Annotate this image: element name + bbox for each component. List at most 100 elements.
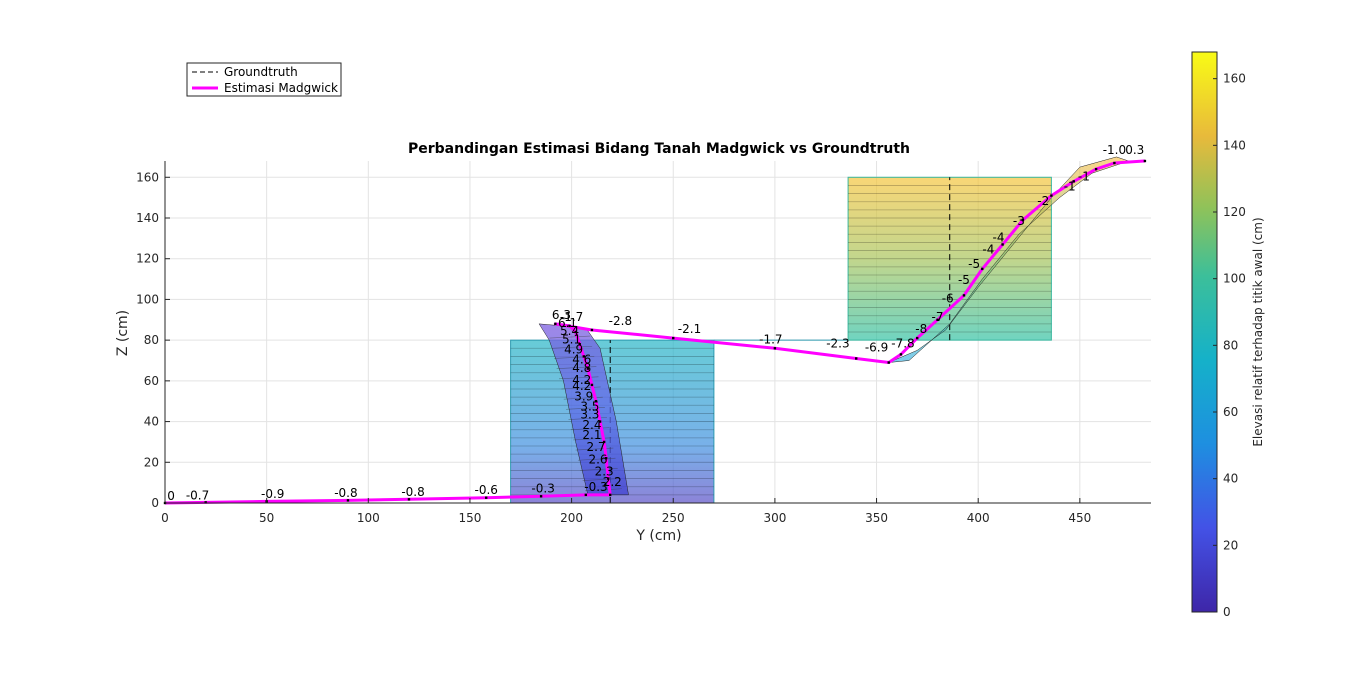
segment-label: -1 [1064, 180, 1076, 194]
segment-label: 2.7 [586, 440, 605, 454]
legend-label-estimasi: Estimasi Madgwick [224, 81, 338, 95]
segment-label: -5 [968, 257, 980, 271]
segment-label: -2 [1037, 194, 1049, 208]
x-tick-label: 0 [161, 511, 169, 525]
series-point [962, 294, 966, 297]
segment-label: 2.6 [588, 452, 607, 466]
series-point [1113, 161, 1116, 165]
series-point [887, 361, 890, 364]
estimate-band-line [554, 356, 595, 359]
series-point [981, 267, 984, 271]
segment-label: -0.9 [261, 487, 284, 501]
series-point [568, 324, 571, 328]
segment-label: -4 [982, 243, 994, 257]
segment-label: -0.8 [334, 486, 357, 500]
segment-label: 3.3 [580, 408, 599, 422]
series-point [604, 457, 608, 460]
series-point [594, 400, 598, 403]
estimate-band-line [585, 488, 622, 492]
series-line-estimasi [164, 159, 1145, 505]
segment-label: 5.1 [562, 332, 581, 346]
legend-box [186, 62, 342, 97]
segment-label: -0.3 [584, 480, 607, 494]
colorbar-tick-label: 40 [1223, 472, 1238, 486]
series-point [346, 499, 350, 502]
segment-label: -8 [915, 322, 927, 336]
estimate-band-line [577, 457, 616, 461]
segment-label: -0.3 [531, 482, 554, 496]
x-tick-label: 250 [662, 511, 685, 525]
x-tick-label: 300 [763, 511, 786, 525]
series-point [899, 353, 903, 356]
segment-label: -6.9 [865, 340, 888, 354]
series-point [1072, 180, 1075, 183]
segment-label: -2.3 [826, 336, 849, 350]
series-point [773, 347, 777, 350]
segment-label: 0 [167, 489, 175, 503]
series-point [1001, 243, 1004, 246]
estimate-band-line [561, 386, 601, 390]
y-tick-label: 140 [136, 211, 159, 225]
y-tick-label: 80 [144, 333, 159, 347]
series-point [606, 477, 610, 480]
x-tick-label: 450 [1068, 511, 1091, 525]
segment-label: -6 [942, 292, 954, 306]
segment-label: -5 [958, 273, 970, 287]
series-point [672, 336, 675, 340]
chart-title: Perbandingan Estimasi Bidang Tanah Madgw… [408, 141, 910, 157]
segment-label: 0.3 [1125, 143, 1144, 157]
segment-label: 4.6 [572, 353, 591, 367]
y-axis-label: Z (cm) [115, 310, 131, 356]
x-tick-label: 200 [560, 511, 583, 525]
segment-label: -0.7 [186, 488, 209, 502]
segment-label: -3 [1013, 214, 1025, 228]
estimate-band-line [573, 437, 612, 441]
segment-label: 2.1 [582, 428, 601, 442]
y-tick-label: 20 [144, 455, 159, 469]
colorbar-tick-label: 100 [1223, 272, 1246, 286]
colorbar-tick-label: 140 [1223, 138, 1246, 152]
segment-label: -2.8 [609, 314, 632, 328]
series-point [1143, 159, 1147, 163]
segment-label: -1 [1078, 169, 1090, 183]
segment-label: 4.9 [564, 342, 583, 356]
x-tick-label: 150 [458, 511, 481, 525]
series-point [586, 367, 590, 370]
estimate-band-line [549, 335, 591, 339]
series-point [598, 420, 602, 423]
segment-label: -0.8 [401, 485, 424, 499]
series-point [602, 440, 606, 444]
y-tick-label: 120 [136, 252, 159, 266]
segment-label: 4.2 [572, 373, 591, 387]
segment-label: -0.6 [475, 483, 498, 497]
series-point [590, 328, 594, 332]
series-point [1050, 194, 1053, 197]
colorbar-tick-label: 20 [1223, 538, 1238, 552]
segment-label: 6.1 [558, 316, 577, 330]
series-point [554, 322, 557, 326]
estimate-band-line [582, 478, 620, 481]
series-point [1021, 218, 1025, 222]
colorbar-tick-label: 60 [1223, 405, 1238, 419]
series-point [855, 357, 858, 360]
estimate-band-line [580, 468, 618, 471]
x-tick-label: 350 [865, 511, 888, 525]
colorbar-tick-label: 160 [1223, 72, 1246, 86]
estimate-band-line [559, 376, 599, 380]
colorbar-tick-label: 0 [1223, 605, 1231, 619]
estimate-band-line [551, 345, 593, 349]
y-tick-label: 160 [136, 170, 159, 184]
segment-label: -7 [932, 310, 944, 324]
segment-label: -1.7 [759, 332, 782, 346]
legend-label-groundtruth: Groundtruth [224, 65, 298, 79]
colorbar: 0 20 40 60 80 100 120 140 160 [1191, 51, 1246, 619]
segment-label: 2.4 [582, 418, 601, 432]
segment-label: 2.2 [603, 475, 622, 489]
plot-area: 0 -0.7 -0.9 -0.8 -0.8 -0.6 -0.3 -0.32.22.32.62.… [136, 143, 1151, 525]
y-tick-label: 100 [136, 292, 159, 306]
x-tick-label: 50 [259, 511, 274, 525]
series-point [485, 496, 488, 499]
estimate-band-line [556, 366, 597, 369]
colorbar-tick-label: 120 [1223, 205, 1246, 219]
segment-label: -4 [993, 230, 1005, 244]
